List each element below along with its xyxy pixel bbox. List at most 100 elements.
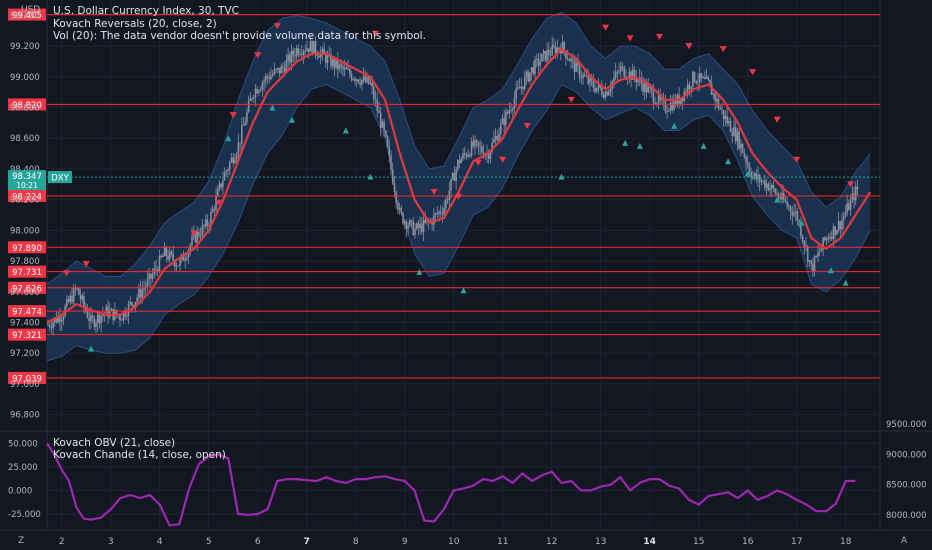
up-reversal-marker — [774, 196, 781, 203]
candle-body — [621, 66, 624, 68]
candle-body — [276, 67, 279, 70]
candle-body — [273, 69, 276, 75]
candle-body — [390, 155, 392, 170]
candle-body — [496, 135, 499, 141]
level-label-bg — [8, 328, 46, 341]
candle-body — [460, 158, 463, 164]
candle-body — [143, 288, 145, 290]
candle-body — [242, 125, 245, 127]
candle-body — [712, 93, 715, 95]
candle-body — [748, 164, 751, 173]
candle-body — [470, 141, 473, 157]
level-label: 97.321 — [12, 331, 42, 341]
up-reversal-marker — [416, 268, 423, 275]
axes[interactable]: 96.800 97.000 97.200 97.400 97.600 97.800 98.0… — [8, 11, 927, 547]
candle-body — [463, 152, 466, 155]
candle-body — [198, 231, 200, 237]
down-reversal-marker — [371, 30, 379, 37]
candle-body — [141, 289, 144, 298]
candle-body — [578, 65, 581, 78]
candle-body — [240, 125, 243, 144]
down-reversal-marker — [626, 35, 634, 42]
candle-body — [854, 186, 857, 201]
candle-body — [100, 315, 102, 324]
up-reversal-marker — [88, 345, 95, 352]
time-tick-label: 3 — [108, 537, 114, 547]
price-tick-label: 97.000 — [10, 380, 40, 390]
candle-body — [302, 51, 305, 55]
candle-body — [367, 77, 370, 84]
candle-body — [361, 79, 363, 85]
candle-body — [784, 200, 787, 202]
price-tick-label: 98.800 — [10, 104, 40, 114]
candle-body — [352, 79, 355, 80]
candle-body — [338, 64, 341, 70]
candle-body — [438, 211, 440, 215]
candle-body — [340, 64, 343, 67]
candle-body — [287, 54, 289, 61]
last-price-tag[interactable] — [8, 170, 46, 191]
down-reversal-marker — [215, 199, 222, 206]
candle-body — [801, 235, 804, 242]
auto-scale-button[interactable]: A — [901, 536, 908, 546]
candle-body — [410, 220, 413, 222]
candle-body — [582, 74, 584, 78]
candle-body — [386, 136, 389, 147]
candle-body — [810, 260, 812, 264]
candle-body — [534, 59, 536, 75]
price-tick-label: 97.600 — [10, 288, 40, 298]
candle-body — [544, 51, 547, 61]
chart-title[interactable]: U.S. Dollar Currency Index, 30, TVC — [53, 5, 239, 17]
up-reversal-marker — [671, 122, 678, 129]
candle-body — [313, 41, 315, 54]
level-label: 99.405 — [12, 11, 42, 21]
candle-body — [551, 45, 553, 56]
candle-body — [498, 133, 500, 141]
osc-right-tick-label: 9000.000 — [886, 450, 927, 460]
symbol-tag[interactable] — [48, 171, 72, 184]
indicator-legend-reversals[interactable]: Kovach Reversals (20, close, 2) — [53, 18, 217, 30]
candle-body — [132, 305, 135, 307]
candle-body — [841, 220, 843, 230]
candle-body — [76, 288, 78, 290]
indicator-legend-obv[interactable]: Kovach OBV (21, close) — [53, 437, 176, 449]
candle-body — [553, 45, 555, 47]
candle-body — [842, 216, 845, 221]
timezone-button[interactable]: Z — [18, 536, 25, 546]
level-label: 98.820 — [12, 101, 42, 111]
down-reversal-marker — [685, 43, 693, 50]
symbol-label: DXY — [51, 174, 69, 184]
candle-body — [419, 223, 421, 229]
candle-body — [402, 212, 404, 224]
indicator-legend-chande[interactable]: Kovach Chande (14, close, open) — [53, 449, 226, 461]
candle-body — [194, 232, 197, 243]
candle-body — [644, 82, 646, 92]
candle-body — [592, 81, 595, 88]
candle-body — [288, 54, 291, 63]
candle-body — [851, 193, 854, 200]
price-tick-label: 97.400 — [10, 319, 40, 329]
candle-body — [426, 220, 428, 223]
candle-body — [491, 142, 493, 152]
candle-body — [297, 48, 300, 55]
down-reversal-marker — [82, 261, 90, 268]
time-tick-label: 16 — [742, 537, 754, 547]
candle-body — [146, 278, 149, 287]
candle-body — [462, 152, 464, 159]
candle-body — [227, 169, 229, 171]
candle-body — [369, 82, 372, 84]
osc-left-tick-label: 50.000 — [8, 439, 38, 449]
candle-body — [309, 41, 312, 52]
candle-body — [469, 154, 471, 157]
candle-body — [138, 288, 140, 298]
candle-body — [210, 212, 212, 227]
candle-body — [510, 110, 512, 111]
indicator-legend-volume[interactable]: Vol (20): The data vendor doesn't provid… — [53, 30, 426, 42]
candle-body — [355, 79, 358, 81]
candle-body — [669, 102, 672, 111]
level-label-bg — [8, 98, 46, 111]
candle-body — [374, 99, 377, 100]
candle-body — [144, 286, 147, 289]
candle-body — [455, 169, 457, 182]
candle-body — [698, 73, 701, 83]
